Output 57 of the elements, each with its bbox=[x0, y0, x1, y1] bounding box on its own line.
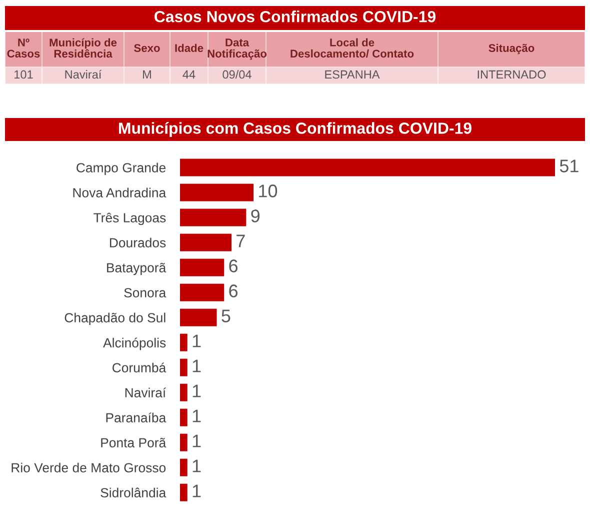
text: 09/04 bbox=[222, 70, 252, 79]
bar bbox=[180, 434, 188, 452]
data-label: 7 bbox=[236, 234, 245, 248]
category-label: Nº Casos bbox=[7, 38, 40, 58]
y-tick-label: Paranaíba bbox=[106, 412, 166, 422]
text: M bbox=[143, 70, 151, 79]
data-label: 51 bbox=[560, 160, 578, 172]
y-tick-label: Sonora bbox=[124, 288, 166, 298]
data-label: 1 bbox=[192, 360, 201, 372]
y-tick-label: Campo Grande bbox=[76, 162, 166, 176]
bar bbox=[180, 484, 188, 502]
data-label: 9 bbox=[251, 210, 260, 222]
category-label: Situação bbox=[488, 44, 534, 54]
category-label: Idade bbox=[175, 44, 204, 52]
data-label: 1 bbox=[192, 460, 201, 472]
y-tick-label: Alcinópolis bbox=[103, 338, 166, 350]
data-label: 1 bbox=[192, 384, 201, 398]
category-label: Data Notificação bbox=[208, 38, 267, 60]
y-tick-label: Ponta Porã bbox=[101, 438, 166, 448]
category-label: Sexo bbox=[134, 44, 160, 52]
y-tick-label: Naviraí bbox=[125, 388, 166, 398]
data-label: 5 bbox=[222, 310, 230, 322]
data-label: 1 bbox=[192, 334, 201, 348]
category-label: Município de Residência bbox=[50, 38, 117, 58]
bar bbox=[180, 408, 188, 426]
data-label: 6 bbox=[229, 284, 238, 298]
text: 44 bbox=[182, 70, 196, 79]
data-label: 1 bbox=[192, 434, 201, 448]
text: ESPANHA bbox=[325, 70, 380, 79]
bar bbox=[180, 334, 188, 352]
chart-title: Municípios com Casos Confirmados COVID-19 bbox=[119, 122, 472, 138]
text: 101 bbox=[14, 70, 33, 79]
y-tick-label: Nova Andradina bbox=[73, 188, 166, 198]
text: Casos Novos Confirmados COVID-19 bbox=[154, 10, 436, 22]
bar bbox=[180, 234, 232, 252]
y-tick-label: Rio Verde de Mato Grosso bbox=[12, 462, 166, 472]
bar bbox=[180, 184, 254, 202]
bar bbox=[180, 308, 217, 326]
y-tick-label: Chapadão do Sul bbox=[64, 312, 166, 326]
bar bbox=[180, 358, 188, 376]
data-label: 1 bbox=[192, 410, 201, 422]
data-label: 6 bbox=[229, 260, 238, 272]
y-tick-label: Sidrolândia bbox=[100, 488, 166, 498]
y-tick-label: Dourados bbox=[110, 238, 166, 248]
text: INTERNADO bbox=[478, 70, 546, 79]
data-label: 10 bbox=[259, 184, 278, 198]
bar bbox=[180, 208, 246, 226]
y-tick-label: Batayporã bbox=[107, 262, 166, 276]
data-label: 1 bbox=[192, 484, 201, 498]
y-tick-label: Três Lagoas bbox=[94, 212, 166, 226]
bar bbox=[180, 458, 188, 476]
bar bbox=[180, 258, 224, 276]
bar bbox=[180, 384, 188, 402]
bar bbox=[180, 284, 224, 302]
category-label: Local de Deslocamento/ Contato bbox=[290, 38, 414, 58]
y-tick-label: Corumbá bbox=[112, 362, 166, 372]
bar bbox=[180, 158, 555, 176]
